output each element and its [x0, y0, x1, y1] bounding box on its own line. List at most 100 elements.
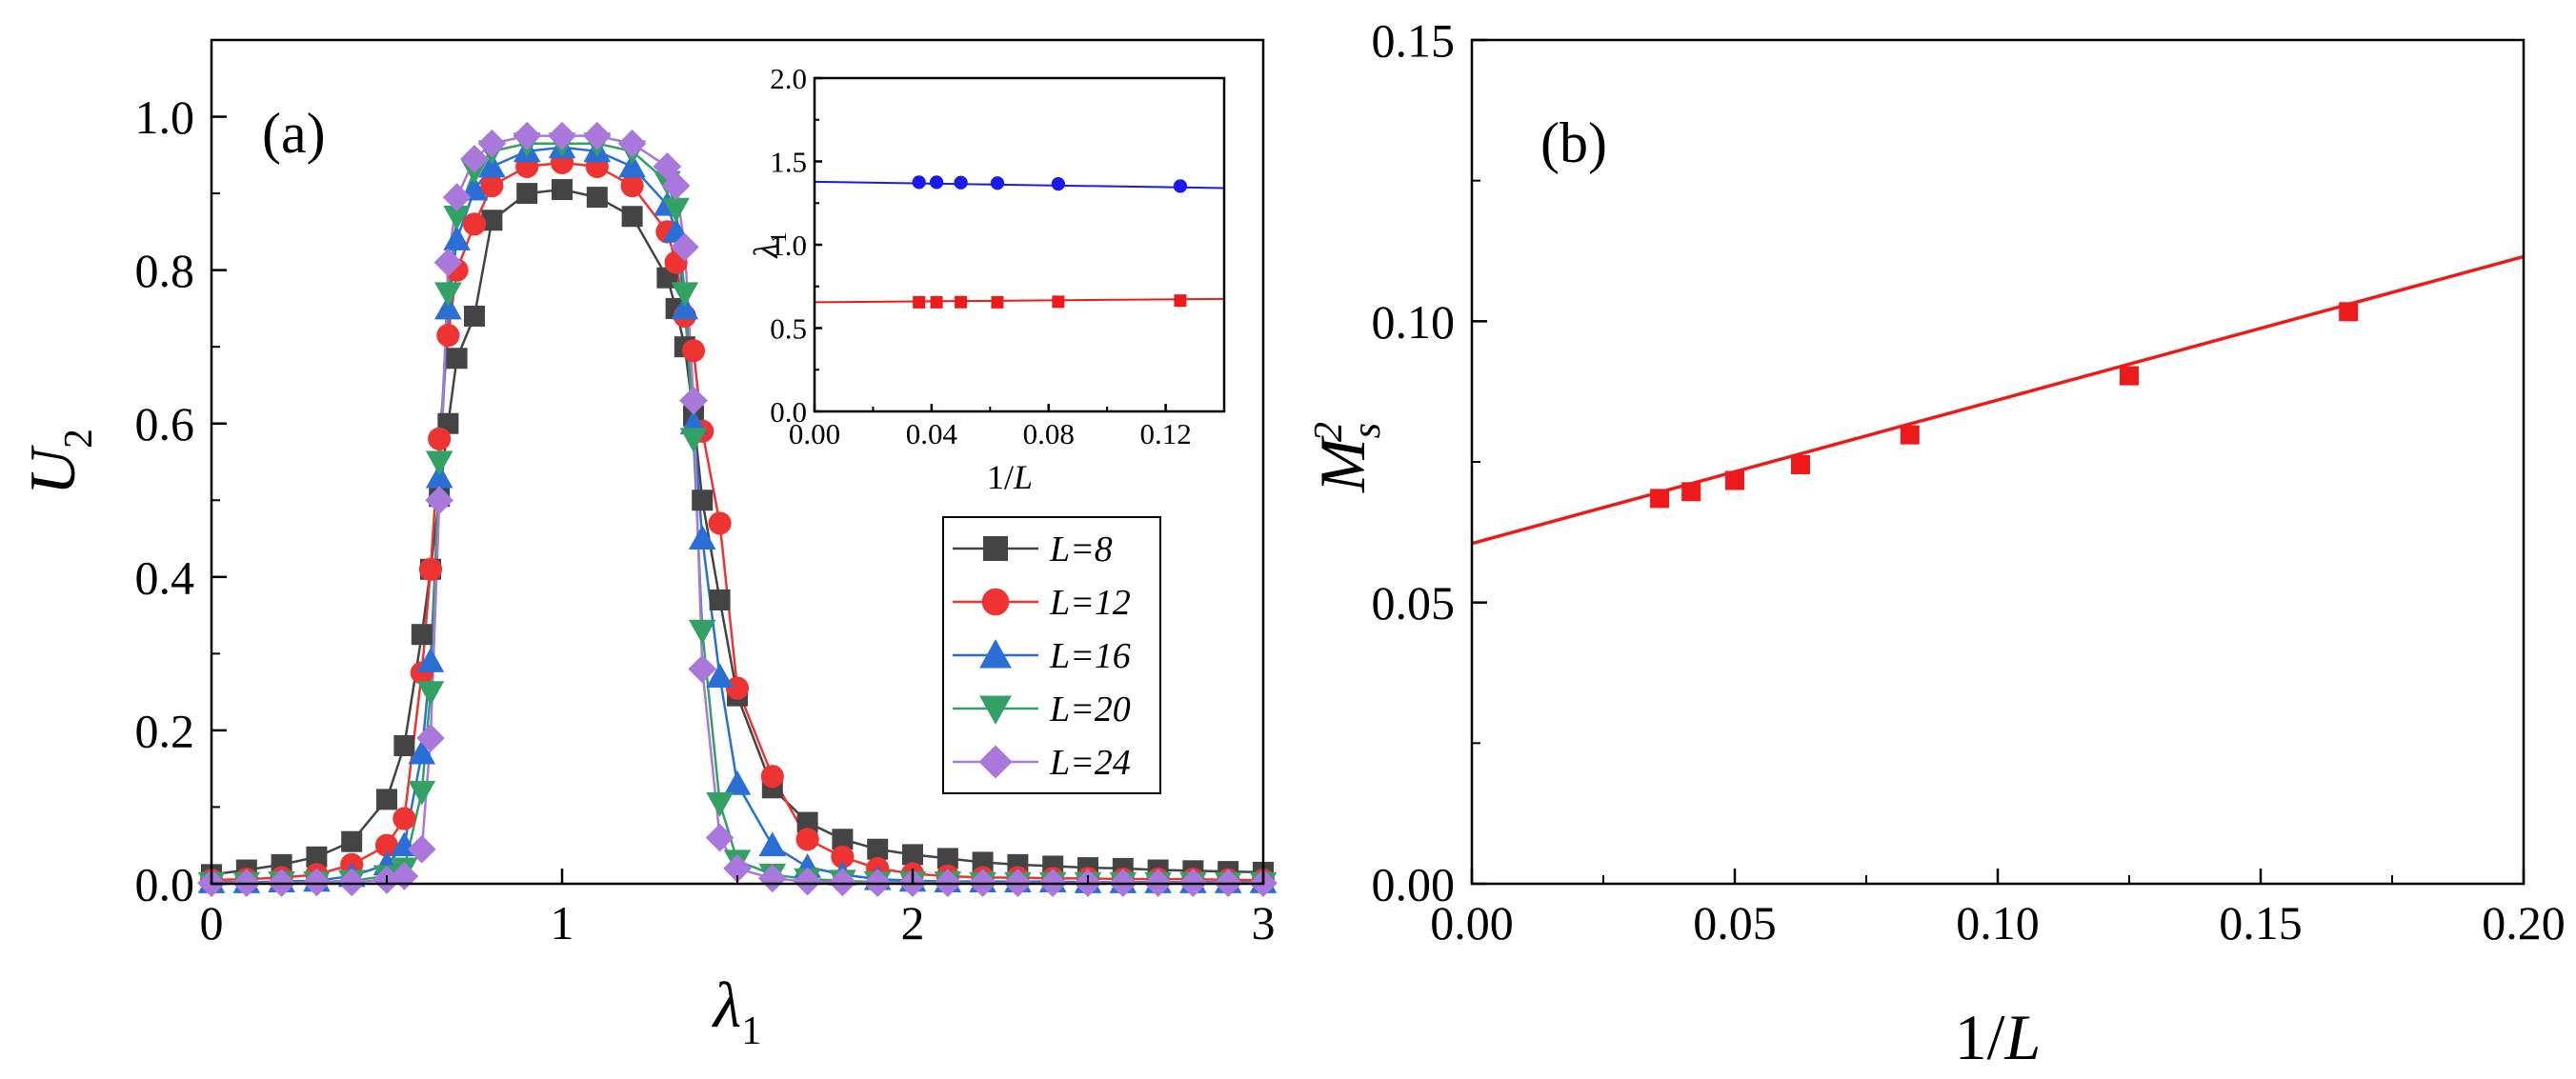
data-point-L=8-29 — [902, 844, 923, 866]
inset-xlabel: 1/L — [987, 458, 1033, 496]
data-point-L=8-16 — [586, 187, 608, 209]
legend-marker-1 — [981, 588, 1010, 616]
inset-point-lower-0 — [913, 295, 926, 309]
data-point-L=24-12 — [460, 144, 489, 173]
inset-point-upper-0 — [912, 175, 926, 190]
legend-marker-0 — [983, 536, 1008, 561]
panel-a-ytick-label-1: 0.2 — [135, 704, 195, 757]
data-point-L=24-27 — [828, 868, 857, 897]
inset-ylabel: λ1 — [747, 231, 792, 259]
data-point-L=16-7 — [408, 739, 436, 765]
data-point-L=12-9 — [428, 427, 452, 450]
data-point-L=16-9 — [425, 463, 453, 489]
panel-b-point-2 — [1725, 470, 1744, 490]
inset-xlabel-variable: L — [1013, 458, 1033, 496]
data-point-L=8-26 — [796, 811, 818, 833]
data-point-L=16-17 — [618, 152, 646, 178]
inset-fit-upper — [814, 180, 1225, 190]
inset-xtick-label-3: 0.12 — [1139, 417, 1191, 450]
panel-a: 0 1 2 30.00.20.40.60.81.0 (a) λ1 U2 L=8 L=1… — [16, 38, 1278, 1053]
data-point-L=24-21 — [679, 386, 708, 415]
inset-point-lower-4 — [1052, 295, 1065, 309]
panel-b-ylabel-symbol: M — [1306, 435, 1379, 493]
panel-a-xlabel-subscript: 1 — [741, 1009, 761, 1053]
data-point-L=20-20 — [671, 282, 699, 308]
panel-a-xlabel: λ1 — [712, 969, 761, 1053]
legend-marker-3 — [979, 695, 1012, 725]
inset-plot-area — [814, 175, 1225, 309]
legend-entry-label-2: L=16 — [1049, 636, 1131, 676]
panel-a-plot-area — [197, 121, 1278, 898]
data-point-L=8-11 — [446, 348, 468, 370]
inset-ylabel-subscript: 1 — [767, 231, 792, 243]
data-point-L=24-7 — [407, 834, 436, 864]
data-point-L=8-22 — [692, 490, 714, 511]
data-point-L=24-11 — [442, 183, 472, 211]
series-line-L=8 — [211, 188, 1264, 876]
inset-ytick-label-2: 1.0 — [770, 229, 807, 262]
inset-point-upper-4 — [1051, 176, 1065, 191]
data-point-L=24-25 — [757, 864, 787, 893]
panel-b-ytick-label-2: 0.10 — [1372, 295, 1456, 349]
data-point-L=8-27 — [832, 829, 854, 850]
data-point-L=8-6 — [393, 735, 415, 757]
data-point-L=8-17 — [621, 206, 643, 228]
legend-entry-label-0: L=8 — [1049, 530, 1113, 569]
data-point-L=16-20 — [671, 294, 699, 320]
panel-b-ytick-label-0: 0.00 — [1372, 858, 1456, 911]
data-point-L=8-14 — [516, 183, 538, 205]
data-point-L=16-24 — [723, 769, 752, 795]
data-point-L=24-19 — [661, 171, 691, 200]
panel-b-point-1 — [1681, 482, 1701, 502]
panel-b: 0.00 0.05 0.10 0.15 0.20 0.00 0.05 0.10 0.15 (b)… — [1306, 14, 2566, 1074]
panel-a-label: (a) — [262, 102, 326, 165]
inset-xtick-label-2: 0.08 — [1023, 417, 1075, 450]
panel-b-xtick-label-3: 0.15 — [2219, 896, 2303, 949]
legend: L=8 L=12 L=16 L=20 L=24 — [942, 516, 1161, 794]
data-point-L=12-10 — [436, 324, 460, 348]
data-point-L=16-10 — [434, 294, 462, 320]
data-point-L=16-25 — [758, 831, 787, 857]
panel-a-ytick-label-2: 0.4 — [135, 550, 195, 604]
data-point-L=8-23 — [709, 589, 731, 610]
inset-point-lower-1 — [930, 295, 943, 309]
data-point-L=12-8 — [418, 557, 443, 581]
inset-point-upper-3 — [990, 176, 1005, 190]
data-point-L=24-22 — [688, 654, 717, 684]
panel-a-inset: 0.00 0.04 0.08 0.12 0.0 0.5 1.0 1.5 2.0 1/L λ1 — [747, 62, 1226, 496]
inset-xlabel-text: 1/ — [987, 458, 1014, 496]
data-point-L=24-20 — [670, 232, 699, 262]
panel-b-xtick-label-2: 0.10 — [1956, 896, 2040, 949]
panel-b-ylabel: Ms2 — [1306, 422, 1389, 493]
data-point-L=8-4 — [341, 830, 363, 852]
legend-entry-label-1: L=12 — [1049, 583, 1131, 623]
inset-xtick-label-0: 0.00 — [789, 417, 840, 450]
data-point-L=24-23 — [705, 823, 735, 852]
panel-b-point-0 — [1650, 489, 1670, 509]
data-point-L=16-8 — [416, 648, 445, 672]
panel-b-point-6 — [2339, 302, 2359, 322]
panel-a-ytick-label-5: 1.0 — [135, 90, 195, 144]
data-point-L=16-22 — [688, 525, 716, 549]
data-point-L=8-13 — [481, 210, 503, 231]
inset-xtick-label-1: 0.04 — [906, 417, 958, 450]
data-point-L=20-22 — [688, 619, 716, 645]
data-point-L=12-5 — [374, 833, 399, 857]
data-point-L=12-21 — [681, 339, 706, 363]
data-point-L=20-19 — [662, 197, 690, 223]
data-point-L=16-11 — [443, 226, 471, 250]
panel-b-ylabel-subscript: s — [1345, 423, 1389, 438]
inset-point-lower-3 — [991, 295, 1004, 309]
data-point-L=12-24 — [725, 676, 750, 700]
data-point-L=16-23 — [706, 663, 734, 688]
data-point-L=8-7 — [411, 624, 433, 646]
inset-ytick-label-4: 2.0 — [770, 62, 807, 95]
panel-a-ylabel: U2 — [16, 429, 101, 495]
panel-b-ytick-label-3: 0.15 — [1372, 14, 1456, 68]
data-point-L=20-23 — [706, 791, 734, 817]
inset-point-lower-5 — [1174, 294, 1187, 308]
inset-point-upper-5 — [1173, 179, 1188, 193]
panel-a-xlabel-symbol: λ — [712, 969, 741, 1041]
